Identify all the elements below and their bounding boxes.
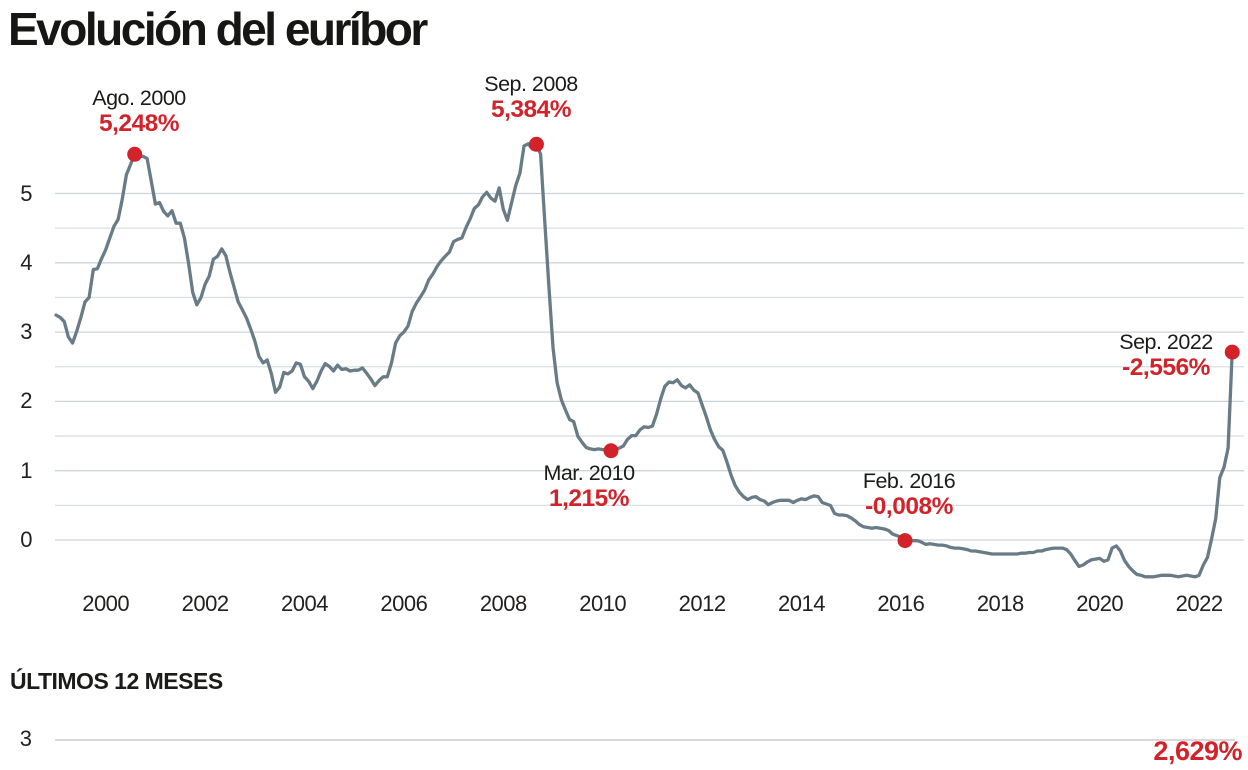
highlight-dot-mar-2010 <box>603 443 619 459</box>
annotation-date: Sep. 2022 <box>1119 330 1213 354</box>
y-tick-4: 4 <box>20 249 32 275</box>
annotation-value: 5,248% <box>98 110 180 137</box>
annotation-feb-2016: Feb. 2016 -0,008% <box>862 469 956 521</box>
x-tick-2006: 2006 <box>380 591 428 616</box>
annotation-value: -2,556% <box>1122 354 1210 381</box>
last12-ytick: 3 <box>19 726 32 751</box>
highlight-dot-ago-2000 <box>127 146 143 162</box>
last12-heading: ÚLTIMOS 12 MESES <box>10 668 223 694</box>
x-tick-2014: 2014 <box>778 591 825 616</box>
annotation-value: 5,384% <box>490 96 572 123</box>
y-tick-1: 1 <box>20 457 32 483</box>
x-tick-2018: 2018 <box>976 591 1024 616</box>
x-tick-2010: 2010 <box>579 591 627 616</box>
last12-latest-value: 2,629% <box>1153 736 1242 766</box>
annotation-value: -0,008% <box>865 493 953 520</box>
x-tick-2000: 2000 <box>82 591 130 616</box>
highlight-dot-feb-2016 <box>897 533 913 549</box>
x-tick-2022: 2022 <box>1175 591 1223 616</box>
annotation-sep-2022: Sep. 2022 -2,556% <box>1119 330 1213 382</box>
x-tick-2008: 2008 <box>479 591 527 616</box>
page-title: Evolución del euríbor <box>8 3 428 55</box>
annotation-date: Sep. 2008 <box>484 72 578 96</box>
y-tick-2: 2 <box>20 388 32 414</box>
x-tick-2012: 2012 <box>678 591 726 616</box>
annotation-ago-2000: Ago. 2000 5,248% <box>92 86 186 138</box>
main-chart-svg <box>54 136 1244 579</box>
x-tick-2020: 2020 <box>1076 591 1124 616</box>
highlight-dot-sep-2008 <box>528 136 544 152</box>
x-tick-2004: 2004 <box>281 591 328 616</box>
highlight-dot-sep-2022 <box>1224 344 1240 360</box>
x-tick-2002: 2002 <box>181 591 229 616</box>
last12-gridline <box>55 739 1235 741</box>
annotation-value: 1,215% <box>548 485 630 512</box>
annotation-date: Feb. 2016 <box>862 469 956 493</box>
euribor-line <box>54 142 1234 579</box>
x-tick-2016: 2016 <box>877 591 925 616</box>
y-tick-0: 0 <box>20 527 32 552</box>
y-tick-3: 3 <box>20 319 32 345</box>
annotation-date: Ago. 2000 <box>92 86 186 110</box>
annotation-sep-2008: Sep. 2008 5,384% <box>484 72 578 124</box>
y-tick-5: 5 <box>20 180 32 206</box>
annotation-mar-2010: Mar. 2010 1,215% <box>543 461 635 513</box>
annotation-date: Mar. 2010 <box>543 461 635 485</box>
